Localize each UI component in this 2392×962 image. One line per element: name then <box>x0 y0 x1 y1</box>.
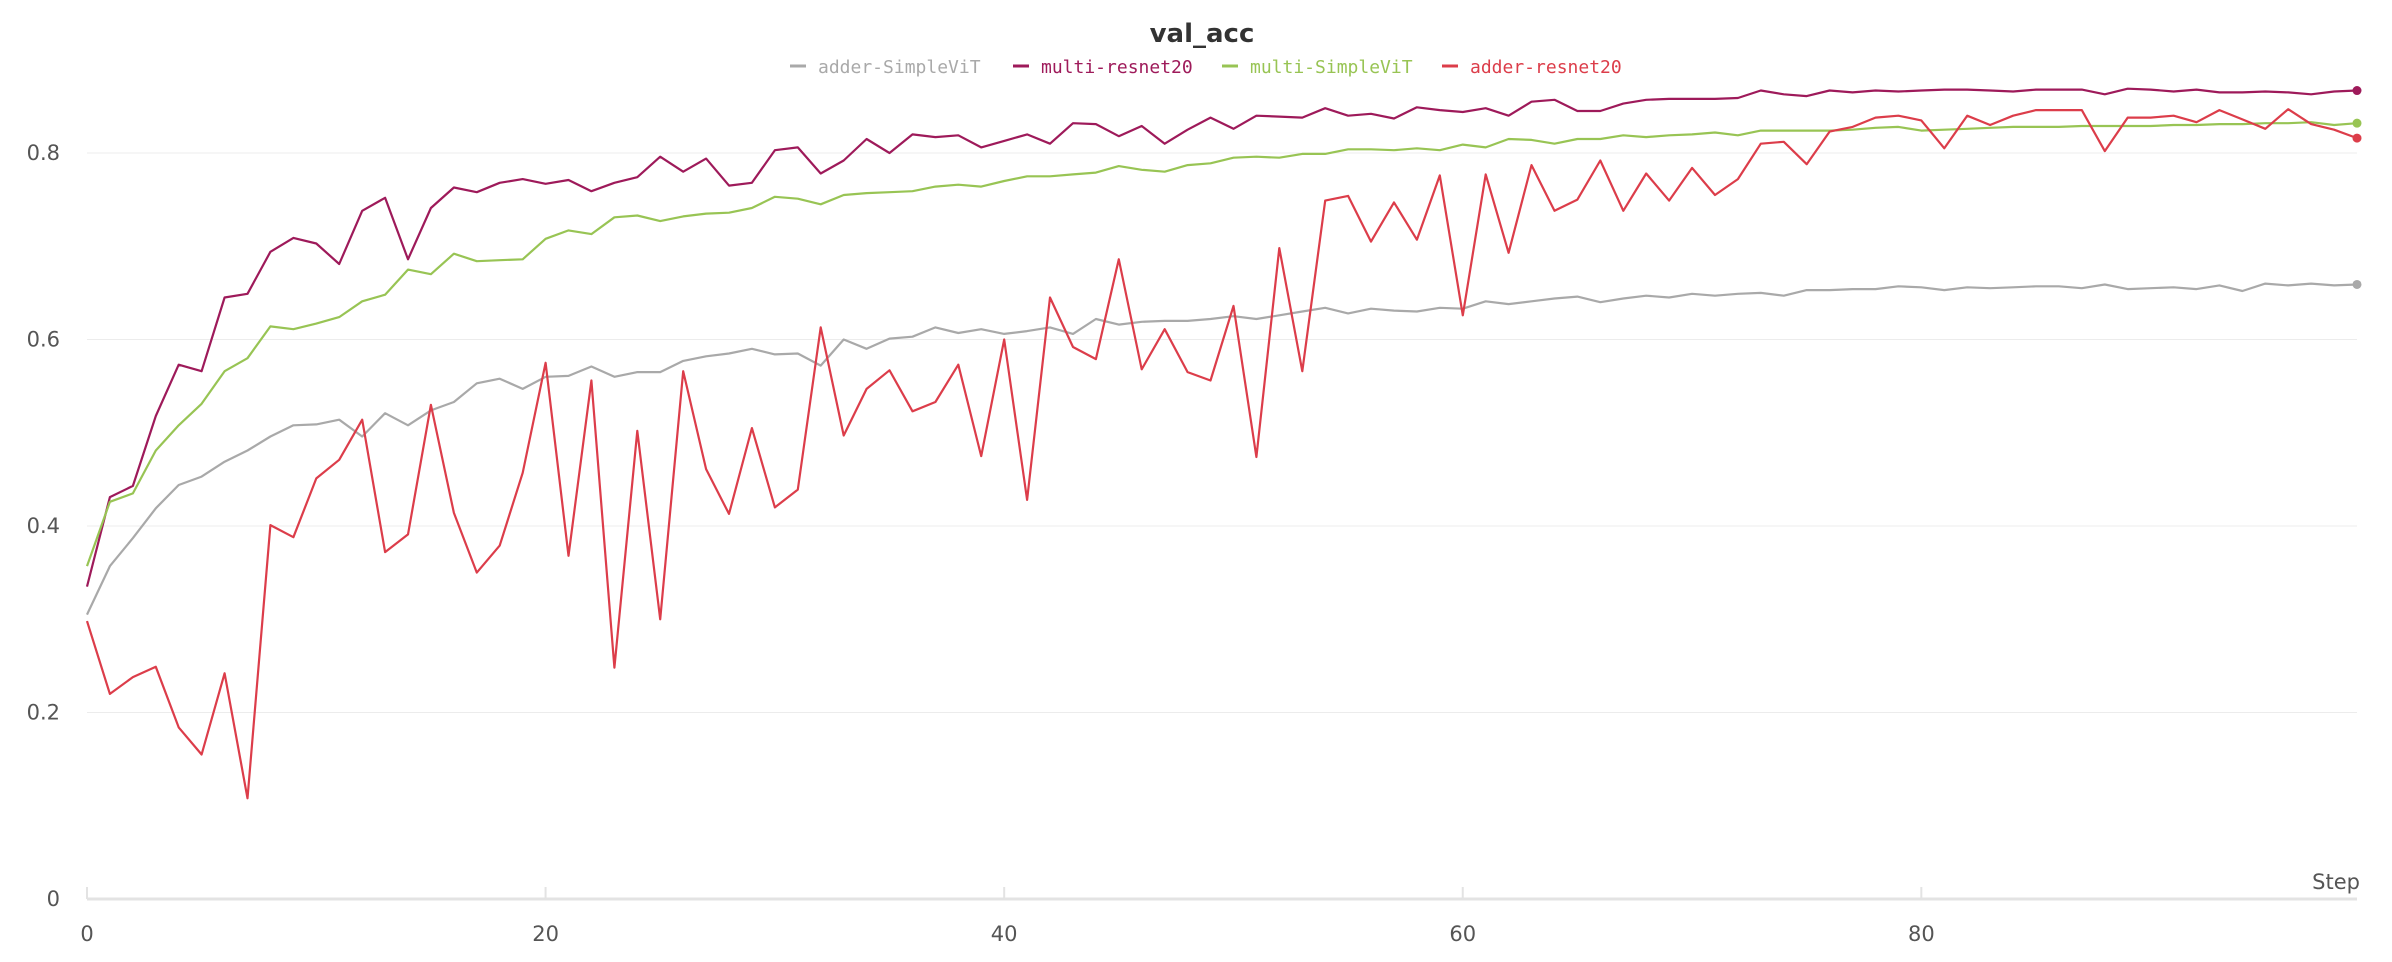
series-lines <box>85 86 2362 800</box>
legend: adder-SimpleViT multi-resnet20 multi-Simpl… <box>790 57 1622 78</box>
legend-label-multi-simplevit: multi-SimpleViT <box>1250 57 1413 78</box>
series-endpoint-adder-simplevit <box>2352 279 2362 289</box>
series-endpoint-adder-resnet20 <box>2352 133 2362 143</box>
y-tick-label: 0.6 <box>27 328 60 352</box>
legend-label-adder-resnet20: adder-resnet20 <box>1470 57 1622 78</box>
series-endpoint-multi-resnet20 <box>2352 86 2362 96</box>
legend-label-multi-resnet20: multi-resnet20 <box>1041 57 1193 78</box>
series-line-adder-simplevit <box>86 282 2358 616</box>
x-tick-label: 60 <box>1449 922 1476 946</box>
legend-label-adder-simplevit: adder-SimpleViT <box>818 57 981 78</box>
y-tick-label: 0.4 <box>27 514 60 538</box>
x-tick-label: 0 <box>80 922 93 946</box>
series-line-multi-resnet20 <box>85 87 2358 587</box>
y-tick-label: 0.2 <box>27 701 60 725</box>
x-axis-label: Step <box>2312 870 2360 894</box>
y-tick-label: 0 <box>47 887 60 911</box>
grid <box>87 152 2357 713</box>
axes: 0 0.2 0.4 0.6 0.8 0 20 40 60 80 <box>27 141 2357 946</box>
series-endpoint-multi-simplevit <box>2352 118 2362 128</box>
series-line-adder-resnet20 <box>85 108 2358 800</box>
y-tick-label: 0.8 <box>27 141 60 165</box>
chart-title: val_acc <box>1150 19 1255 49</box>
series-line-multi-simplevit <box>85 121 2358 567</box>
x-tick-label: 40 <box>991 922 1018 946</box>
x-tick-label: 80 <box>1908 922 1935 946</box>
x-tick-label: 20 <box>532 922 559 946</box>
